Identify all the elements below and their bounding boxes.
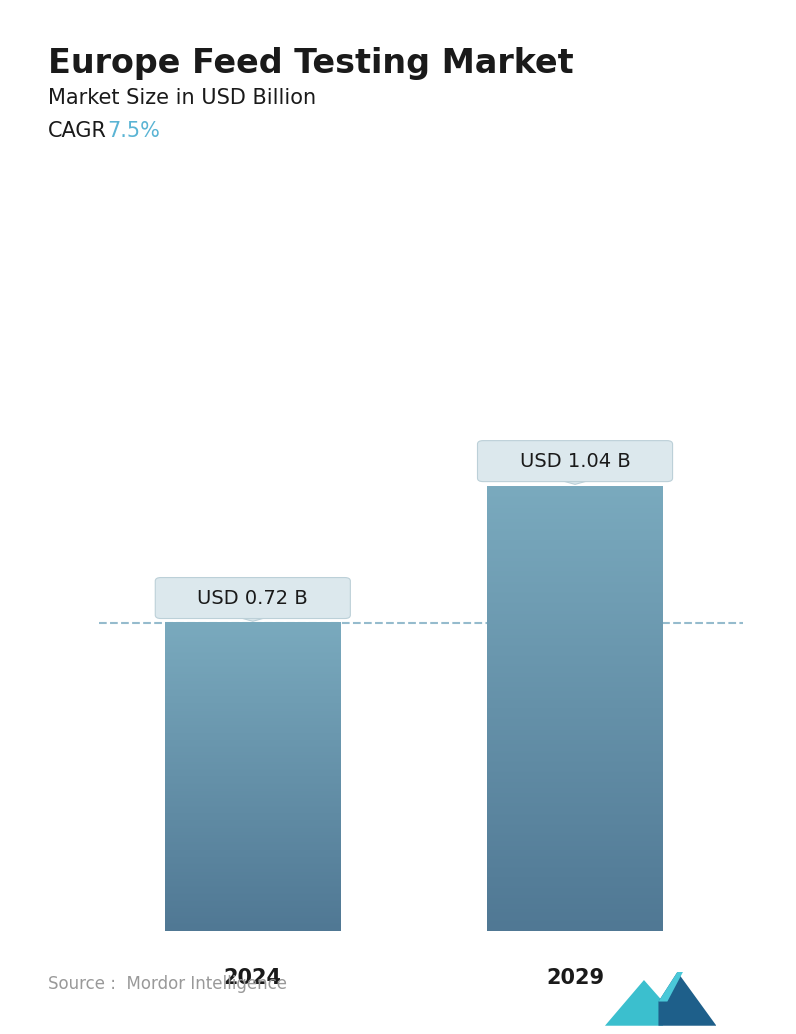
FancyBboxPatch shape <box>155 578 350 618</box>
Polygon shape <box>553 478 597 484</box>
Text: 2029: 2029 <box>546 968 604 987</box>
Text: Source :  Mordor Intelligence: Source : Mordor Intelligence <box>48 975 287 993</box>
Text: USD 1.04 B: USD 1.04 B <box>520 452 630 470</box>
Polygon shape <box>231 615 275 621</box>
Polygon shape <box>658 972 683 1002</box>
Text: 7.5%: 7.5% <box>107 121 160 141</box>
Polygon shape <box>605 980 663 1026</box>
Text: 2024: 2024 <box>224 968 282 987</box>
Text: USD 0.72 B: USD 0.72 B <box>197 588 308 608</box>
Text: CAGR: CAGR <box>48 121 107 141</box>
FancyBboxPatch shape <box>478 440 673 482</box>
Text: Europe Feed Testing Market: Europe Feed Testing Market <box>48 47 573 80</box>
Polygon shape <box>658 972 716 1026</box>
Text: Market Size in USD Billion: Market Size in USD Billion <box>48 88 316 108</box>
